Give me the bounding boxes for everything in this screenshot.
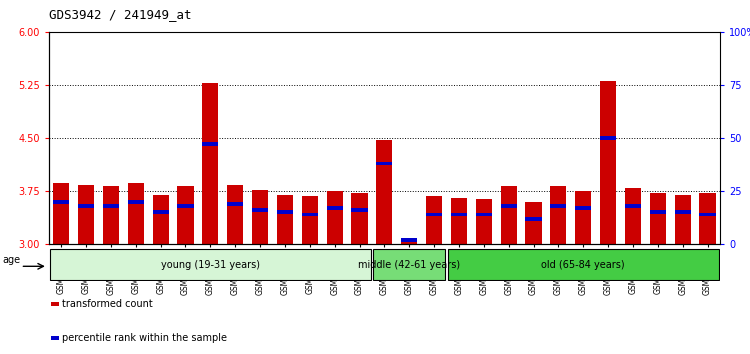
Bar xyxy=(78,185,94,244)
Bar xyxy=(448,250,718,280)
Bar xyxy=(526,202,542,244)
Bar xyxy=(575,191,591,244)
Bar xyxy=(575,206,591,210)
Bar xyxy=(326,206,343,210)
Bar xyxy=(426,196,442,244)
Bar xyxy=(600,136,616,140)
Bar xyxy=(53,200,69,204)
Bar xyxy=(650,210,666,214)
Bar xyxy=(202,143,218,147)
Bar xyxy=(500,186,517,244)
Bar xyxy=(152,210,169,214)
Bar xyxy=(227,185,243,244)
Bar xyxy=(675,195,691,244)
Bar xyxy=(476,212,492,216)
Text: GDS3942 / 241949_at: GDS3942 / 241949_at xyxy=(49,8,191,21)
Bar xyxy=(451,198,467,244)
Bar xyxy=(252,190,268,244)
Bar xyxy=(650,193,666,244)
Bar xyxy=(50,250,370,280)
Bar xyxy=(302,212,318,216)
Bar xyxy=(51,302,58,306)
Bar xyxy=(625,188,641,244)
Bar xyxy=(401,239,417,244)
Bar xyxy=(103,204,119,208)
Text: age: age xyxy=(2,255,20,264)
Bar xyxy=(152,195,169,244)
Bar xyxy=(178,204,194,208)
Bar xyxy=(352,193,368,244)
Bar xyxy=(326,191,343,244)
Bar xyxy=(302,196,318,244)
Bar xyxy=(103,186,119,244)
Bar xyxy=(78,204,94,208)
Text: percentile rank within the sample: percentile rank within the sample xyxy=(62,333,226,343)
Bar xyxy=(352,208,368,212)
Bar xyxy=(178,186,194,244)
Bar xyxy=(600,81,616,244)
Bar xyxy=(374,250,446,280)
Bar xyxy=(451,212,467,216)
Text: middle (42-61 years): middle (42-61 years) xyxy=(358,259,460,270)
Bar xyxy=(252,208,268,212)
Bar xyxy=(700,212,715,216)
Bar xyxy=(550,204,566,208)
Bar xyxy=(526,217,542,221)
Bar xyxy=(277,210,293,214)
Bar xyxy=(401,238,417,242)
Bar xyxy=(51,336,58,340)
Bar xyxy=(128,183,144,244)
Text: old (65-84 years): old (65-84 years) xyxy=(542,259,625,270)
Bar xyxy=(376,140,392,244)
Bar xyxy=(202,83,218,244)
Text: transformed count: transformed count xyxy=(62,299,153,309)
Text: young (19-31 years): young (19-31 years) xyxy=(160,259,260,270)
Bar xyxy=(128,200,144,204)
Bar xyxy=(376,162,392,166)
Bar xyxy=(700,193,715,244)
Bar xyxy=(53,183,69,244)
Bar xyxy=(277,195,293,244)
Bar xyxy=(500,204,517,208)
Bar xyxy=(227,202,243,206)
Bar xyxy=(426,212,442,216)
Bar xyxy=(675,210,691,214)
Bar xyxy=(550,186,566,244)
Bar xyxy=(476,199,492,244)
Bar xyxy=(625,204,641,208)
